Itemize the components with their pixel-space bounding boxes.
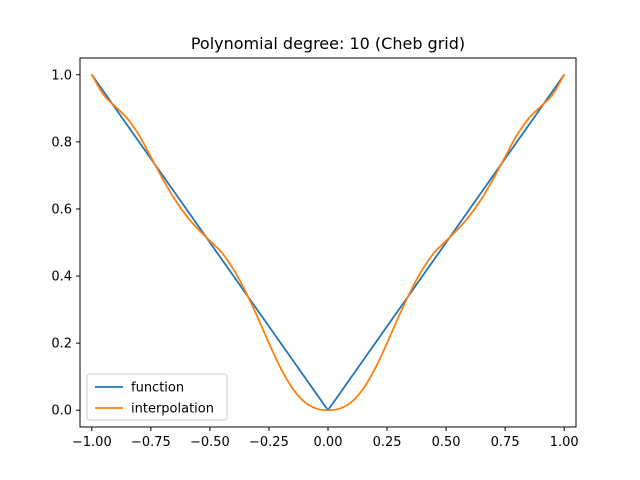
y-tick-label: 0.0 [51,404,72,419]
legend-label-interpolation: interpolation [131,402,214,417]
y-tick-label: 0.8 [51,135,72,150]
legend-label-function: function [131,381,184,396]
plot-frame [79,57,577,428]
series-layer [90,73,566,412]
y-tick-label: 0.2 [51,337,72,352]
y-tick-label: 1.0 [51,68,72,83]
series-line-function [90,73,566,412]
x-tick-label: 0.50 [432,435,461,450]
x-tick-label: 0.25 [373,435,402,450]
x-tick-label: 0.00 [314,435,343,450]
x-tick-label: −1.00 [72,435,112,450]
legend: function interpolation [86,373,228,421]
y-tick-label: 0.6 [51,202,72,217]
x-tick-label: 1.00 [550,435,579,450]
x-tick-label: −0.50 [190,435,230,450]
x-tick-label: −0.25 [249,435,289,450]
chart-title: Polynomial degree: 10 (Cheb grid) [191,34,465,53]
y-tick-label: 0.4 [51,270,72,285]
series-line-interpolation [90,73,566,412]
x-tick-label: −0.75 [131,435,171,450]
y-axis: 0.0 0.2 0.4 0.6 0.8 1.0 [51,68,80,419]
x-axis: −1.00 −0.75 −0.50 −0.25 0.00 0.25 0.50 0.75 1.00 [72,427,579,450]
x-tick-label: 0.75 [491,435,520,450]
